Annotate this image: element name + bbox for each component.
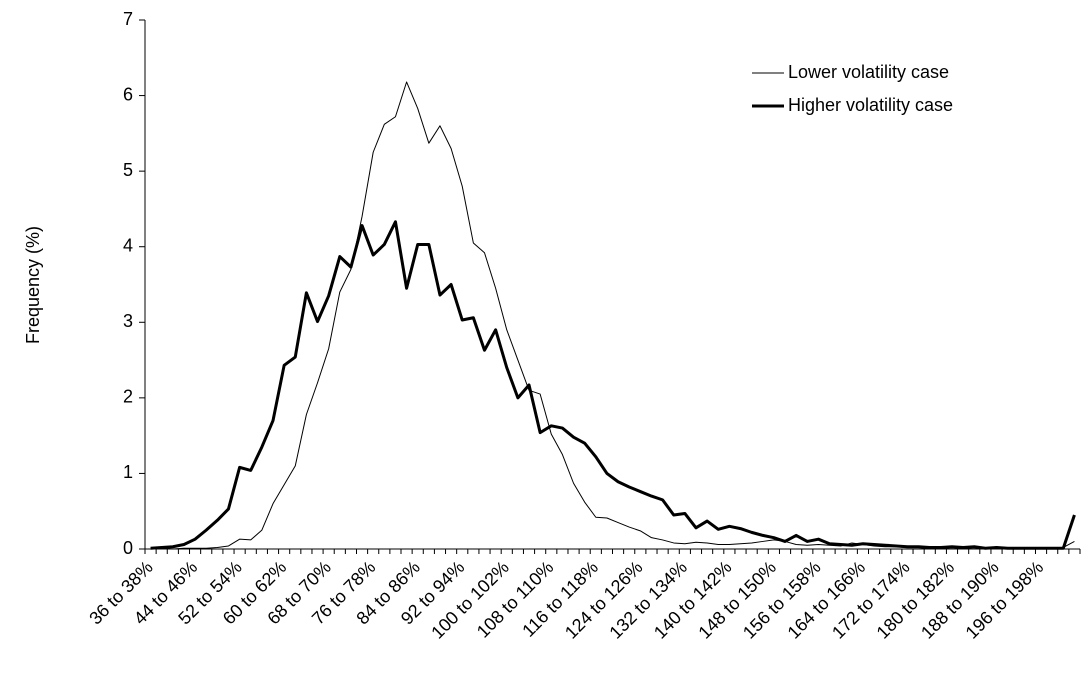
y-tick-label: 6: [123, 84, 133, 104]
y-tick-label: 5: [123, 160, 133, 180]
y-tick-label: 1: [123, 462, 133, 482]
y-tick-label: 0: [123, 538, 133, 558]
y-tick-label: 4: [123, 235, 133, 255]
y-axis-label: Frequency (%): [23, 226, 43, 344]
legend-label: Lower volatility case: [788, 62, 949, 82]
y-tick-label: 3: [123, 311, 133, 331]
y-tick-label: 2: [123, 387, 133, 407]
y-tick-label: 7: [123, 9, 133, 29]
series-line: [150, 220, 1076, 550]
legend-label: Higher volatility case: [788, 95, 953, 115]
